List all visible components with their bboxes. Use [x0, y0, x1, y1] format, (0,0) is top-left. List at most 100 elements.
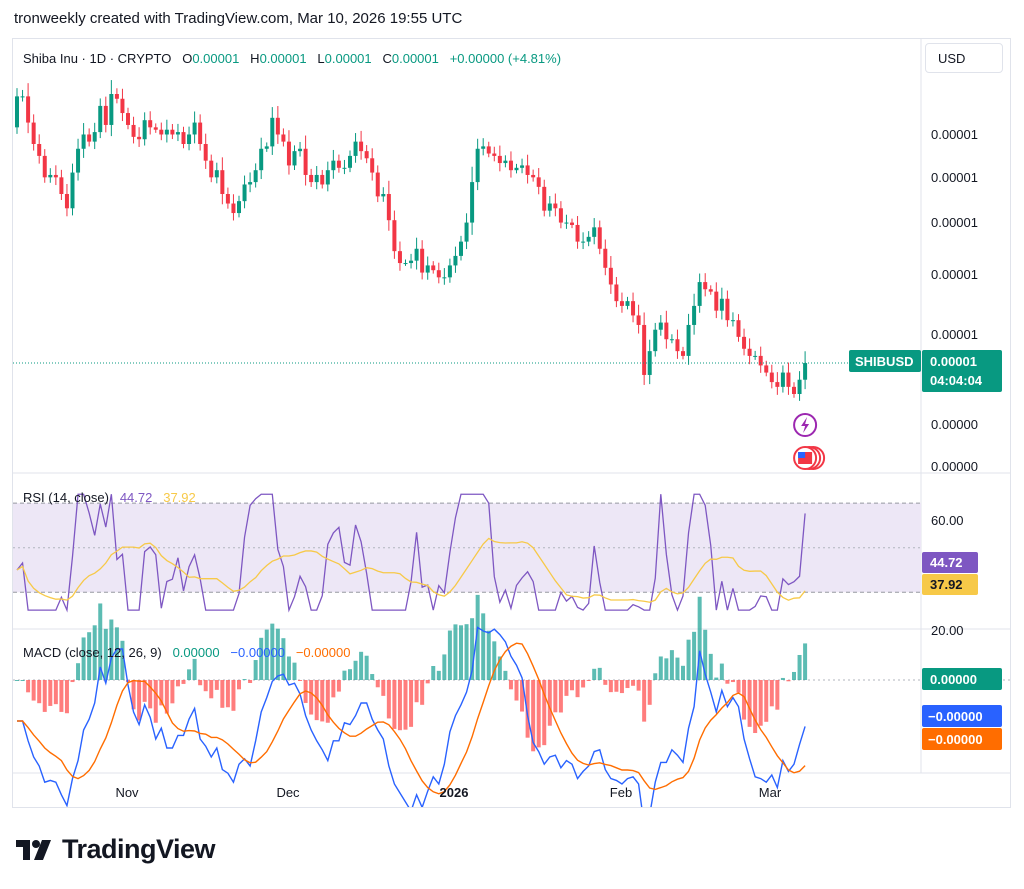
candle-body	[531, 174, 536, 178]
tradingview-logo[interactable]: TradingView	[16, 834, 216, 865]
symbol-label[interactable]: Shiba Inu · 1D · CRYPTO	[23, 51, 172, 66]
macd-histogram-bar	[575, 680, 580, 698]
rsi-ma-value: 37.92	[163, 490, 196, 505]
macd-histogram-bar	[464, 624, 469, 680]
candle-body	[159, 129, 164, 135]
last-price-label: 0.00001	[930, 354, 977, 369]
price-legend: Shiba Inu · 1D · CRYPTO O0.00001 H0.0000…	[23, 51, 561, 66]
open-value: 0.00001	[192, 51, 240, 66]
macd-histogram-bar	[625, 680, 630, 689]
candle-body	[264, 146, 269, 149]
candle-body	[298, 148, 303, 152]
candle-body	[320, 174, 325, 185]
chart-frame[interactable]: 0.00001 0.00001 0.00001 0.00001 0.00001 0.000…	[12, 38, 1011, 808]
candle-body	[447, 265, 452, 278]
macd-histogram-bar	[53, 680, 58, 705]
candle-body	[420, 248, 425, 273]
macd-histogram-bar	[209, 680, 214, 699]
rsi-title: RSI (14, close)	[23, 490, 109, 505]
candle-body	[442, 277, 447, 279]
macd-histogram-bar	[237, 680, 241, 690]
candle-body	[769, 372, 774, 383]
macd-histogram-bar	[747, 680, 752, 727]
candle-body	[87, 134, 92, 142]
macd-histogram-bar	[331, 680, 336, 698]
macd-histogram-bar	[120, 640, 125, 680]
macd-histogram-bar	[708, 653, 713, 680]
symbol-tag-label: SHIBUSD	[855, 354, 914, 369]
rsi-value-tag-label: 44.72	[930, 555, 963, 570]
candle-body	[558, 208, 563, 223]
candle-body	[303, 148, 308, 175]
macd-histogram-bar	[170, 680, 175, 704]
macd-histogram-bar	[730, 680, 735, 683]
candle-body	[342, 167, 347, 169]
candle-body	[459, 241, 463, 256]
candle-body	[203, 144, 208, 161]
macd-histogram-bar	[109, 619, 114, 680]
candle-body	[525, 165, 530, 175]
candle-body	[642, 324, 647, 375]
macd-histogram-bar	[486, 630, 491, 680]
macd-histogram-bar	[259, 637, 264, 680]
tradingview-wordmark: TradingView	[62, 834, 216, 864]
candle-body	[370, 158, 375, 173]
price-grid	[13, 39, 1010, 774]
candle-body	[220, 170, 225, 194]
candle-body	[536, 177, 541, 187]
high-label: H	[250, 51, 260, 66]
macd-histogram-bar	[348, 669, 352, 680]
macd-histogram-bar	[392, 680, 397, 729]
macd-histogram-bar	[31, 680, 36, 701]
macd-histogram-bar	[614, 680, 619, 692]
low-label: L	[317, 51, 325, 66]
time-tick-label: Dec	[276, 785, 300, 800]
candle-body	[414, 248, 419, 261]
last-price-tag	[922, 350, 1002, 392]
candle-body	[98, 105, 103, 133]
macd-legend[interactable]: MACD (close, 12, 26, 9) 0.00000 −0.00000…	[23, 645, 350, 660]
macd-histogram-bar	[520, 680, 525, 712]
candle-body	[470, 182, 475, 223]
macd-histogram-bar	[320, 680, 325, 722]
macd-histogram-bar	[736, 680, 741, 693]
candle-body	[153, 127, 158, 130]
price-tick-label: 0.00001	[931, 170, 978, 185]
chart-canvas[interactable]: 0.00001 0.00001 0.00001 0.00001 0.00001 0.000…	[13, 39, 1010, 807]
candle-body	[109, 94, 114, 125]
candle-body	[753, 355, 758, 357]
macd-histogram-bar	[764, 680, 769, 722]
candle-body	[436, 270, 441, 278]
macd-histogram-bar	[131, 680, 136, 710]
candle-body	[292, 151, 297, 166]
candle-body	[187, 134, 192, 144]
candle-body	[26, 96, 31, 123]
macd-histogram-bar	[26, 680, 31, 693]
macd-histogram-bar	[103, 628, 108, 680]
macd-histogram-bar	[286, 656, 291, 680]
rsi-value: 44.72	[119, 490, 153, 505]
price-tick-label: 0.00001	[931, 327, 978, 342]
macd-histogram-bar	[786, 680, 791, 682]
close-value: 0.00001	[391, 51, 439, 66]
macd-histogram-bar	[15, 680, 19, 681]
macd-histogram-bar	[797, 654, 802, 680]
rsi-legend[interactable]: RSI (14, close) 44.72 37.92	[23, 490, 196, 505]
candle-body	[375, 172, 380, 197]
price-candles	[13, 80, 921, 401]
candle-body	[175, 132, 180, 135]
macd-histogram-bar	[37, 680, 42, 704]
price-axis: 0.00001 0.00001 0.00001 0.00001 0.00001 0.000…	[849, 127, 1002, 474]
macd-histogram-bar	[719, 663, 724, 680]
candle-body	[403, 263, 408, 265]
candle-body	[120, 98, 125, 114]
macd-histogram-bar	[275, 628, 280, 680]
macd-histogram-bar	[586, 680, 591, 681]
candle-body	[425, 265, 430, 273]
macd-histogram-bar	[792, 671, 796, 680]
macd-histogram-bar	[769, 680, 774, 707]
candle-body	[625, 301, 630, 306]
currency-button[interactable]: USD	[925, 43, 1003, 73]
macd-histogram-bar	[742, 680, 747, 720]
macd-histogram-bar	[597, 667, 602, 680]
